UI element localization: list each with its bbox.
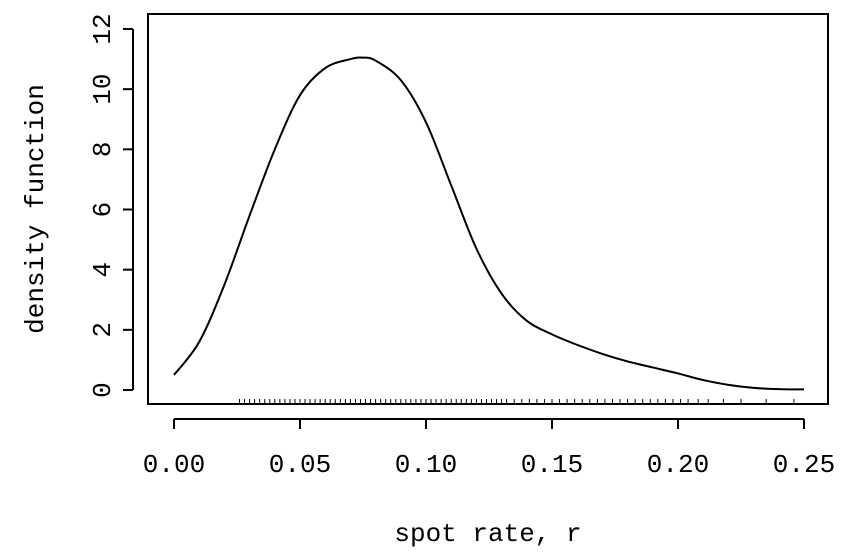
y-tick-label: 10 (88, 74, 118, 105)
x-tick-label: 0.00 (143, 450, 205, 480)
y-tick-label: 2 (88, 322, 118, 338)
y-tick-label: 0 (88, 382, 118, 398)
y-tick-label: 12 (88, 13, 118, 44)
x-axis: 0.00 0.05 0.10 0.15 0.20 0.25 (143, 418, 835, 480)
x-tick-label: 0.05 (269, 450, 331, 480)
x-tick-label: 0.20 (647, 450, 709, 480)
y-tick-label: 4 (88, 262, 118, 278)
y-axis-label: density function (21, 84, 51, 334)
y-axis: 0 2 4 6 8 10 12 (88, 13, 134, 398)
y-tick-label: 8 (88, 142, 118, 158)
x-axis-label: spot rate, r (394, 519, 581, 549)
y-tick-label: 6 (88, 202, 118, 218)
rug-marks (239, 399, 795, 404)
x-tick-label: 0.25 (773, 450, 835, 480)
x-tick-label: 0.15 (521, 450, 583, 480)
x-tick-label: 0.10 (395, 450, 457, 480)
plot-frame (147, 13, 829, 405)
density-curve (173, 56, 805, 391)
